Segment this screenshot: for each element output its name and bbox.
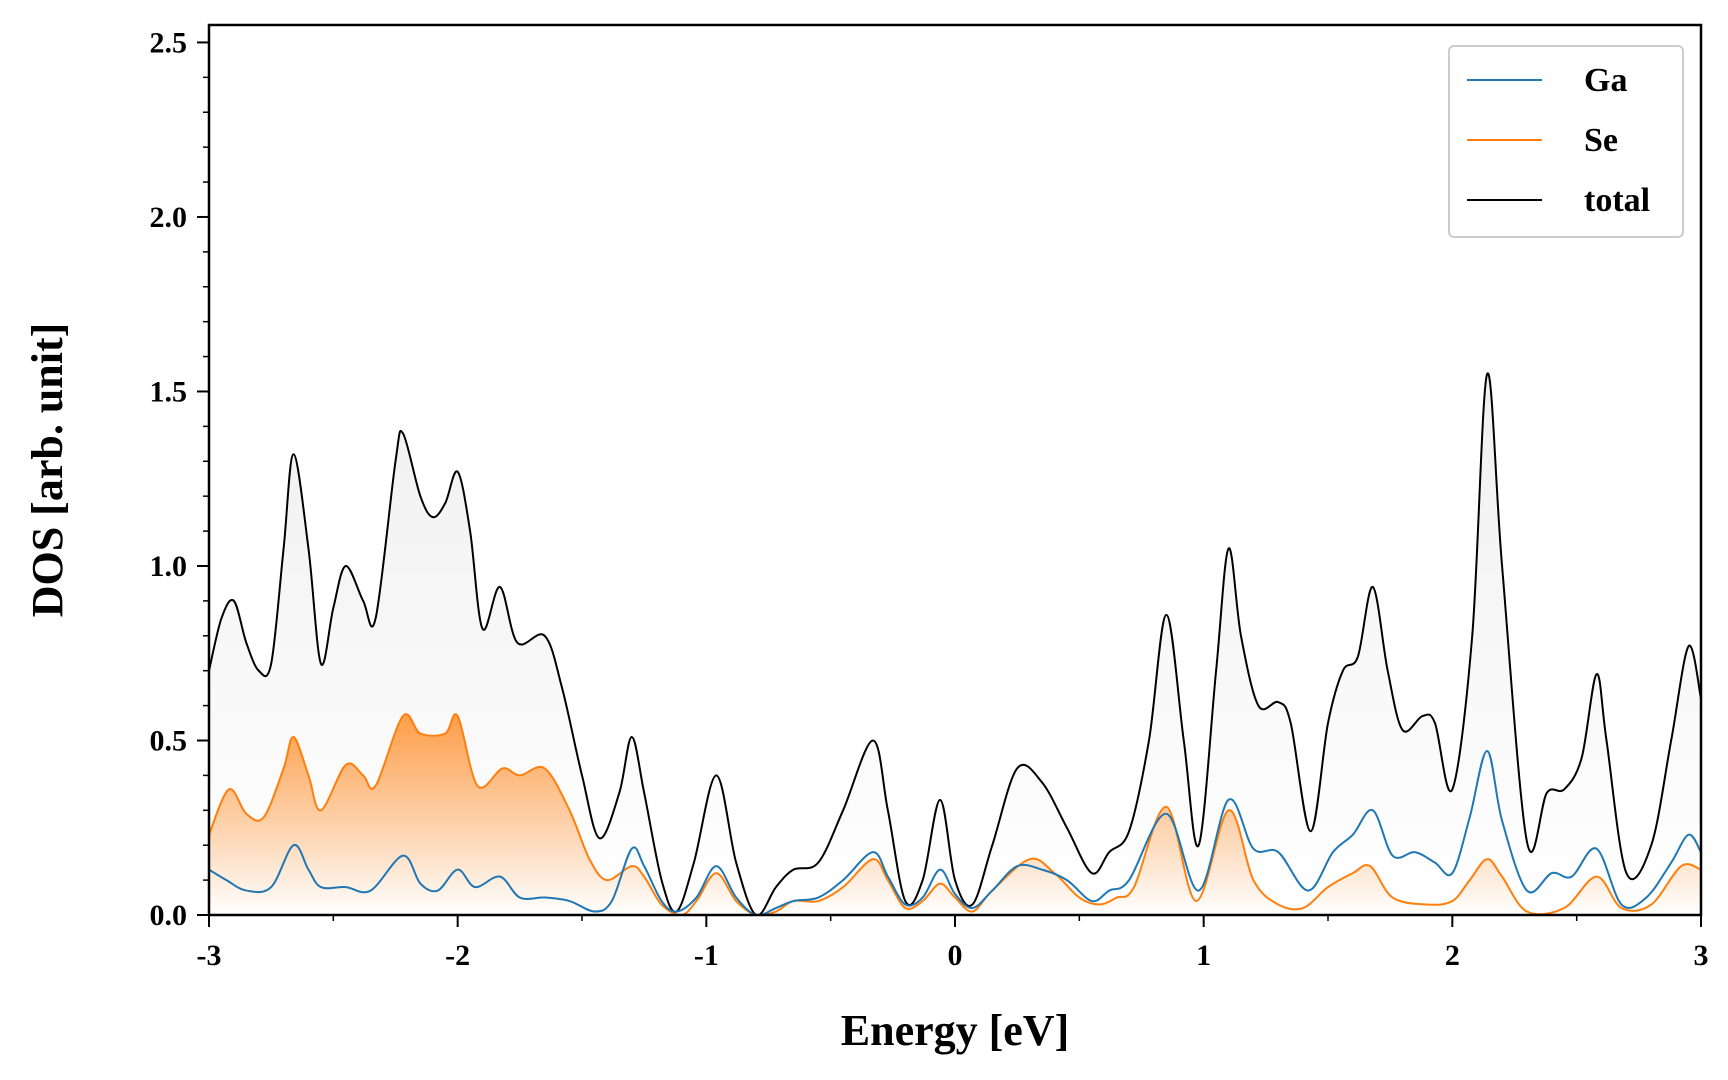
- legend-label-total: total: [1584, 182, 1650, 219]
- y-axis: 0.0 0.5 1.0 1.5 2.0 2.5: [150, 26, 209, 932]
- legend-label-ga: Ga: [1584, 62, 1627, 99]
- y-tick-label: 0.5: [150, 724, 188, 757]
- y-tick-label: 0.0: [150, 899, 188, 932]
- y-tick-label: 2.0: [150, 201, 188, 234]
- legend: Ga Se total: [1448, 45, 1684, 238]
- x-axis: -3 -2 -1 0 1 2 3: [197, 915, 1709, 972]
- x-tick-label: 3: [1694, 939, 1709, 972]
- legend-box: [1448, 45, 1684, 238]
- x-axis-title: Energy [eV]: [841, 1006, 1070, 1055]
- x-tick-label: -3: [197, 939, 222, 972]
- y-axis-title: DOS [arb. unit]: [23, 323, 72, 618]
- series-line-ga: [209, 749, 1701, 915]
- x-tick-label: 0: [948, 939, 963, 972]
- legend-label-se: Se: [1584, 122, 1618, 159]
- y-tick-label: 1.5: [150, 375, 188, 408]
- y-tick-label: 2.5: [150, 26, 188, 59]
- y-tick-label: 1.0: [150, 550, 188, 583]
- series-line-se: [209, 713, 1701, 915]
- x-tick-label: -2: [445, 939, 470, 972]
- x-tick-label: -1: [694, 939, 719, 972]
- x-tick-label: 2: [1445, 939, 1460, 972]
- series-layer: [209, 372, 1701, 915]
- x-tick-label: 1: [1196, 939, 1211, 972]
- series-fill-se: [209, 714, 1701, 915]
- series-line-total: [209, 372, 1701, 915]
